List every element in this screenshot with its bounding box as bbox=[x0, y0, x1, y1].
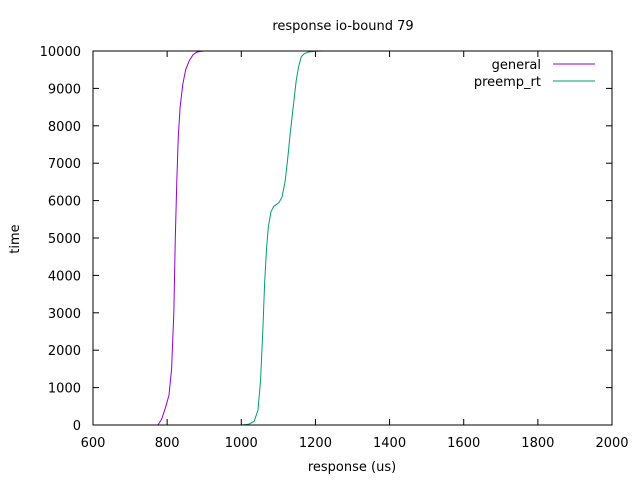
y-tick-label: 3000 bbox=[48, 307, 81, 322]
x-tick-label: 1600 bbox=[447, 436, 480, 451]
y-tick-label: 2000 bbox=[48, 344, 81, 359]
y-axis-label: time bbox=[8, 224, 23, 253]
legend-label-preemp_rt: preemp_rt bbox=[474, 75, 541, 90]
y-tick-label: 10000 bbox=[40, 45, 81, 60]
y-tick-label: 8000 bbox=[48, 120, 81, 135]
legend-label-general: general bbox=[492, 58, 541, 73]
y-tick-label: 6000 bbox=[48, 195, 81, 210]
x-tick-label: 1200 bbox=[299, 436, 332, 451]
x-tick-label: 600 bbox=[81, 436, 106, 451]
y-tick-label: 0 bbox=[73, 419, 81, 434]
x-tick-label: 1000 bbox=[225, 436, 258, 451]
y-tick-label: 4000 bbox=[48, 269, 81, 284]
x-tick-label: 2000 bbox=[595, 436, 628, 451]
x-axis-label: response (us) bbox=[308, 460, 396, 475]
series-layer bbox=[157, 50, 492, 426]
chart-title: response io-bound 79 bbox=[272, 19, 413, 34]
x-axis-ticks: 600 800 1000 1200 1400 1600 1800 2000 bbox=[81, 51, 629, 451]
series-line-general bbox=[157, 50, 397, 426]
y-axis-ticks: 0 1000 2000 3000 4000 5000 6000 7000 8000 9000 100… bbox=[40, 45, 612, 434]
y-tick-label: 1000 bbox=[48, 382, 81, 397]
legend: general preemp_rt bbox=[474, 58, 595, 90]
y-tick-label: 9000 bbox=[48, 82, 81, 97]
x-tick-label: 1800 bbox=[521, 436, 554, 451]
plot-frame bbox=[92, 50, 613, 426]
series-line-preemp_rt bbox=[241, 50, 492, 426]
x-tick-label: 1400 bbox=[373, 436, 406, 451]
x-tick-label: 800 bbox=[155, 436, 180, 451]
y-tick-label: 5000 bbox=[48, 232, 81, 247]
y-tick-label: 7000 bbox=[48, 157, 81, 172]
